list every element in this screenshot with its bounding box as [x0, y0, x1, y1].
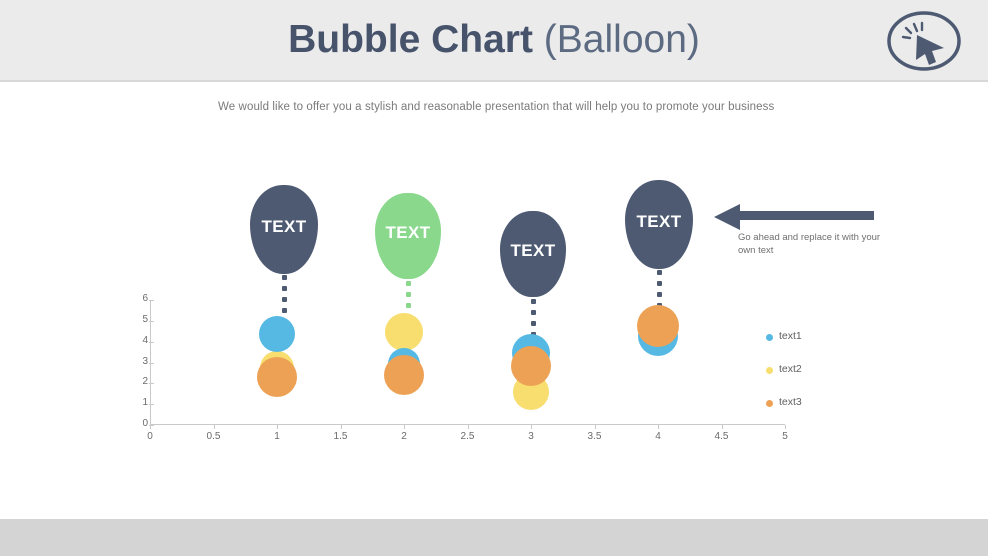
balloon-string: [282, 275, 287, 319]
y-axis-label: 0: [142, 418, 148, 429]
x-axis-label: 0.5: [206, 431, 221, 442]
legend-dot-icon: [766, 400, 773, 407]
bubble-text2[interactable]: [385, 313, 423, 352]
left-arrow-icon: [714, 204, 874, 230]
string-dash: [282, 286, 287, 292]
y-tick: [149, 300, 154, 301]
balloon-label: TEXT: [510, 241, 556, 261]
annotation-note: Go ahead and replace it with your own te…: [738, 232, 881, 256]
balloon-label: TEXT: [385, 223, 431, 243]
bubble-chart: 0 1 2 3 4 5 6 0 0.5 1 1.5 2 2.5 3 3.5 4 4.5 5: [142, 293, 787, 442]
x-axis-label: 4.5: [714, 431, 729, 442]
x-axis-label: 5: [782, 431, 788, 442]
legend-label: text1: [779, 330, 802, 342]
x-tick: [785, 425, 786, 429]
bubble-text3[interactable]: [384, 355, 424, 395]
chart-legend: text1 text2 text3: [766, 330, 856, 429]
legend-dot-icon: [766, 367, 773, 374]
balloon-1[interactable]: TEXT: [250, 185, 318, 275]
string-dash: [657, 270, 662, 276]
y-tick: [149, 341, 154, 343]
string-dash: [406, 302, 411, 308]
string-dash: [406, 291, 411, 297]
string-dash: [531, 309, 536, 315]
legend-dot-icon: [766, 334, 773, 341]
legend-item-text1[interactable]: text1: [766, 330, 856, 363]
balloon-bulb: TEXT: [625, 180, 693, 270]
x-tick: [404, 425, 405, 429]
x-axis: [150, 424, 785, 425]
x-axis-label: 4: [655, 431, 661, 442]
balloon-label: TEXT: [261, 216, 307, 236]
string-dash: [657, 292, 662, 298]
title-bold: Bubble Chart: [288, 18, 533, 61]
x-tick: [658, 425, 659, 429]
x-tick: [277, 425, 278, 429]
string-dash: [531, 320, 536, 326]
x-tick: [467, 425, 469, 429]
bubble-text3[interactable]: [257, 357, 297, 398]
bubble-text3[interactable]: [511, 345, 551, 386]
balloon-2[interactable]: TEXT: [375, 193, 441, 280]
y-tick: [149, 383, 154, 385]
legend-label: text3: [779, 396, 802, 408]
string-dash: [657, 281, 662, 287]
title-light: (Balloon): [543, 18, 700, 61]
string-dash: [531, 298, 536, 304]
string-dash: [406, 280, 411, 286]
x-axis-label: 3.5: [587, 431, 602, 442]
balloon-bulb: TEXT: [375, 193, 441, 280]
balloon-3[interactable]: TEXT: [500, 211, 566, 298]
bubble-text3[interactable]: [637, 305, 679, 348]
footer-bar: [0, 519, 988, 556]
string-dash: [282, 275, 287, 281]
bubble-text1[interactable]: [259, 316, 295, 353]
subtitle-text: We would like to offer you a stylish and…: [218, 101, 775, 113]
arrow-line: [738, 211, 874, 220]
x-tick: [213, 425, 215, 429]
string-dash: [282, 308, 287, 314]
x-tick: [340, 425, 342, 429]
y-tick: [149, 362, 154, 364]
balloon-4[interactable]: TEXT: [625, 180, 693, 270]
legend-item-text3[interactable]: text3: [766, 396, 856, 429]
y-tick: [149, 404, 154, 406]
x-tick: [594, 425, 596, 429]
x-axis-label: 2.5: [460, 431, 475, 442]
x-axis-label: 2: [401, 431, 407, 442]
header-bar: [0, 0, 988, 82]
y-axis-label: 4: [142, 334, 148, 346]
x-axis-label: 3: [528, 431, 534, 442]
y-axis-label: 1: [142, 397, 148, 409]
page-title: Bubble Chart (Balloon): [0, 14, 988, 66]
x-axis-label: 0: [147, 431, 153, 442]
x-tick: [150, 425, 151, 429]
y-axis-label: 2: [142, 376, 148, 388]
x-tick: [531, 425, 532, 429]
x-axis-label: 1: [274, 431, 280, 442]
x-axis-label: 1.5: [333, 431, 348, 442]
string-dash: [282, 297, 287, 303]
balloon-bulb: TEXT: [500, 211, 566, 298]
balloon-label: TEXT: [636, 211, 682, 231]
y-axis-label: 6: [142, 293, 148, 304]
arrow-head: [714, 204, 740, 230]
y-tick: [149, 320, 154, 322]
legend-label: text2: [779, 363, 802, 375]
balloon-bulb: TEXT: [250, 185, 318, 275]
y-tick: [149, 425, 154, 426]
legend-item-text2[interactable]: text2: [766, 363, 856, 396]
y-axis-label: 3: [142, 355, 148, 367]
y-axis-label: 5: [142, 313, 148, 325]
x-tick: [721, 425, 723, 429]
cursor-click-icon: [886, 10, 962, 72]
